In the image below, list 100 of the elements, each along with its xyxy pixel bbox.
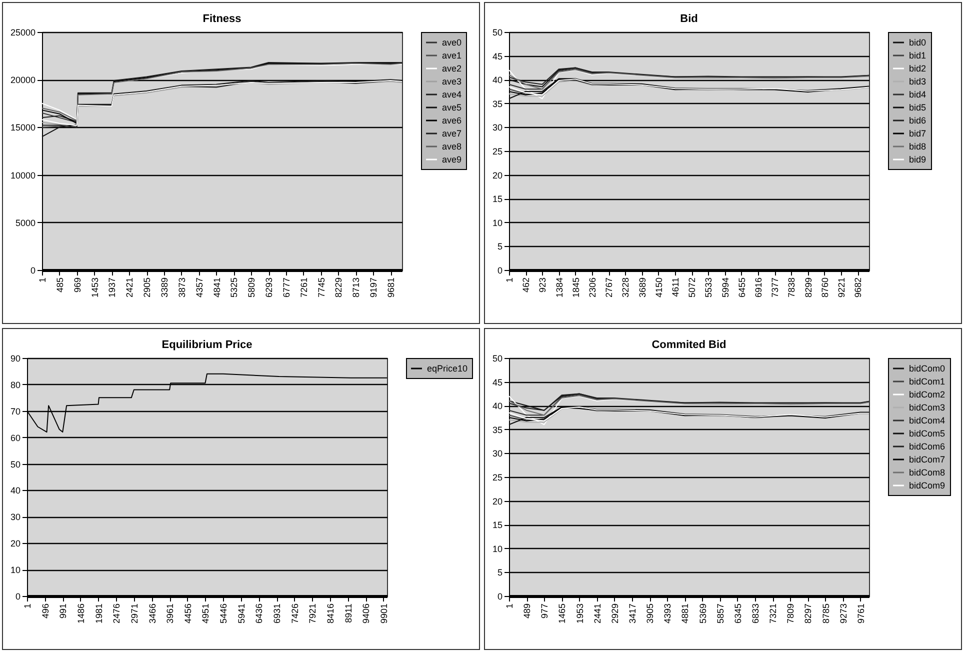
y-tick-label: 50 <box>10 459 20 470</box>
y-tick-label: 80 <box>10 380 20 390</box>
chart-title: Equilibrium Price <box>162 339 252 351</box>
x-tick-label: 7809 <box>786 604 796 624</box>
legend-label: ave0 <box>442 38 462 48</box>
x-tick-label: 4357 <box>194 278 204 298</box>
x-tick-label: 6833 <box>750 604 760 624</box>
chart-title: Bid <box>680 13 698 25</box>
x-tick-label: 2476 <box>112 604 122 624</box>
x-tick-label: 6436 <box>254 604 264 624</box>
legend-label: bidCom9 <box>909 480 946 490</box>
x-tick-label: 1 <box>22 604 32 609</box>
x-tick-label: 9761 <box>856 604 866 624</box>
x-tick-label: 8229 <box>334 278 344 298</box>
y-tick-label: 50 <box>492 28 502 38</box>
legend-label: ave9 <box>442 154 462 164</box>
y-tick-label: 20000 <box>10 75 36 86</box>
x-tick-label: 9406 <box>361 604 372 624</box>
y-tick-label: 5000 <box>15 218 36 228</box>
x-tick-label: 6931 <box>272 604 282 624</box>
x-tick-label: 1465 <box>557 604 568 624</box>
legend-label: bidCom5 <box>909 428 946 438</box>
x-tick-label: 5446 <box>218 604 229 624</box>
legend-label: bid6 <box>909 116 926 126</box>
x-tick-label: 6345 <box>732 604 743 624</box>
x-tick-label: 4841 <box>212 278 222 298</box>
x-tick-label: 6293 <box>264 278 274 298</box>
x-tick-label: 9273 <box>838 604 848 624</box>
legend-label: ave7 <box>442 128 462 138</box>
x-tick-label: 496 <box>40 604 50 619</box>
x-tick-label: 969 <box>72 278 82 293</box>
legend-label: bidCom7 <box>909 454 946 464</box>
x-tick-label: 7261 <box>298 278 309 298</box>
x-tick-label: 7745 <box>316 278 326 298</box>
legend-label: ave2 <box>442 64 462 74</box>
y-tick-label: 30 <box>492 122 502 133</box>
x-tick-label: 7838 <box>786 278 797 298</box>
x-tick-label: 462 <box>521 278 532 293</box>
legend-label: bidCom4 <box>909 416 946 426</box>
y-tick-label: 25 <box>492 146 502 156</box>
legend-label: bidCom0 <box>909 364 946 374</box>
x-tick-label: 3417 <box>627 604 638 624</box>
x-tick-label: 3228 <box>620 278 631 298</box>
y-tick-label: 50 <box>492 354 502 364</box>
x-tick-label: 4951 <box>200 604 211 624</box>
x-tick-label: 4456 <box>182 604 193 624</box>
x-tick-label: 2421 <box>124 278 135 298</box>
legend-label: bid9 <box>909 154 926 164</box>
x-tick-label: 8785 <box>820 604 831 624</box>
legend-label: ave3 <box>442 76 462 86</box>
x-tick-label: 8299 <box>803 278 814 298</box>
x-tick-label: 2767 <box>604 278 614 298</box>
legend-label: ave1 <box>442 50 462 60</box>
x-tick-label: 7321 <box>768 604 778 624</box>
x-tick-label: 485 <box>54 278 65 293</box>
legend-label: bidCom6 <box>909 442 946 452</box>
y-tick-label: 35 <box>492 98 502 109</box>
y-tick-label: 70 <box>10 406 20 416</box>
y-tick-label: 40 <box>10 486 20 496</box>
y-tick-label: 10 <box>492 544 502 554</box>
y-tick-label: 20 <box>492 496 502 506</box>
x-tick-label: 7426 <box>290 604 300 624</box>
x-tick-label: 3873 <box>176 278 187 298</box>
x-tick-label: 9681 <box>386 278 396 298</box>
legend-label: bid2 <box>909 64 926 74</box>
x-tick-label: 8713 <box>351 278 362 298</box>
x-tick-label: 3961 <box>165 604 176 624</box>
y-tick-label: 60 <box>10 432 20 443</box>
legend-label: bidCom1 <box>909 376 946 386</box>
y-tick-label: 0 <box>15 592 20 602</box>
x-tick-label: 5941 <box>236 604 246 624</box>
x-tick-label: 8760 <box>820 278 830 298</box>
x-tick-label: 4611 <box>670 278 680 297</box>
y-tick-label: 45 <box>492 377 502 388</box>
y-tick-label: 25 <box>492 472 502 482</box>
x-tick-label: 991 <box>58 604 68 619</box>
x-tick-label: 1981 <box>94 604 104 624</box>
y-tick-label: 0 <box>497 266 502 276</box>
y-tick-label: 5 <box>497 568 502 578</box>
legend-label: bidCom2 <box>909 390 946 400</box>
y-tick-label: 5 <box>497 242 502 252</box>
x-tick-label: 6916 <box>753 278 764 298</box>
legend-label: bid3 <box>909 76 926 86</box>
x-tick-label: 9197 <box>368 278 379 298</box>
legend-label: ave5 <box>442 102 462 112</box>
x-tick-label: 9901 <box>378 604 389 624</box>
y-tick-label: 15 <box>492 520 502 530</box>
x-tick-label: 489 <box>522 604 532 619</box>
legend-label: eqPrice10 <box>427 364 468 374</box>
x-tick-label: 9682 <box>853 278 864 298</box>
x-tick-label: 3389 <box>159 278 170 298</box>
legend-label: ave4 <box>442 90 462 100</box>
legend-label: bid4 <box>909 90 926 100</box>
legend-label: bid0 <box>909 38 926 48</box>
x-tick-label: 1453 <box>90 278 100 298</box>
x-tick-label: 2905 <box>142 278 152 298</box>
chart-title: Fitness <box>202 13 242 25</box>
x-tick-label: 2971 <box>129 604 140 624</box>
x-tick-label: 8297 <box>803 604 814 624</box>
x-tick-label: 3689 <box>637 278 648 298</box>
